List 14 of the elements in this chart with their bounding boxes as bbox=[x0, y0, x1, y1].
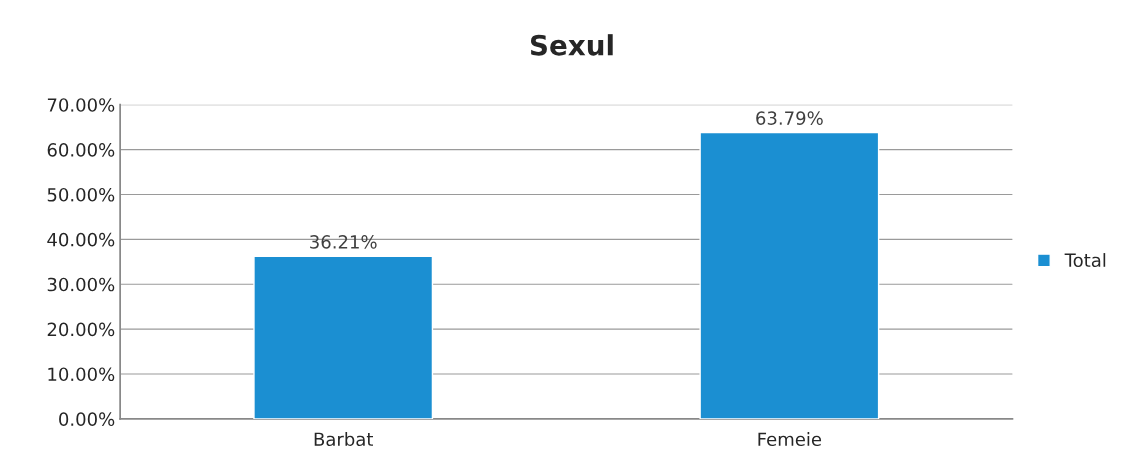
legend-label: Total bbox=[1064, 253, 1106, 268]
y-tick-label: 40.00% bbox=[47, 232, 115, 247]
y-tick-label: 10.00% bbox=[48, 367, 115, 382]
y-tick-label: 70.00% bbox=[47, 98, 115, 112]
y-tick-label: 20.00% bbox=[47, 322, 115, 337]
y-tick-label: 30.00% bbox=[47, 277, 115, 292]
x-tick-label: Femeie bbox=[758, 432, 822, 447]
text: 63.79% bbox=[756, 111, 823, 125]
y-tick-label: 0.00% bbox=[59, 412, 115, 426]
y-tick-label: 50.00% bbox=[47, 187, 115, 202]
chart-title: Sexul bbox=[530, 34, 613, 56]
x-tick-label: Barbat bbox=[314, 432, 374, 447]
y-tick-label: 60.00% bbox=[47, 143, 115, 157]
text: 36.21% bbox=[310, 235, 377, 249]
